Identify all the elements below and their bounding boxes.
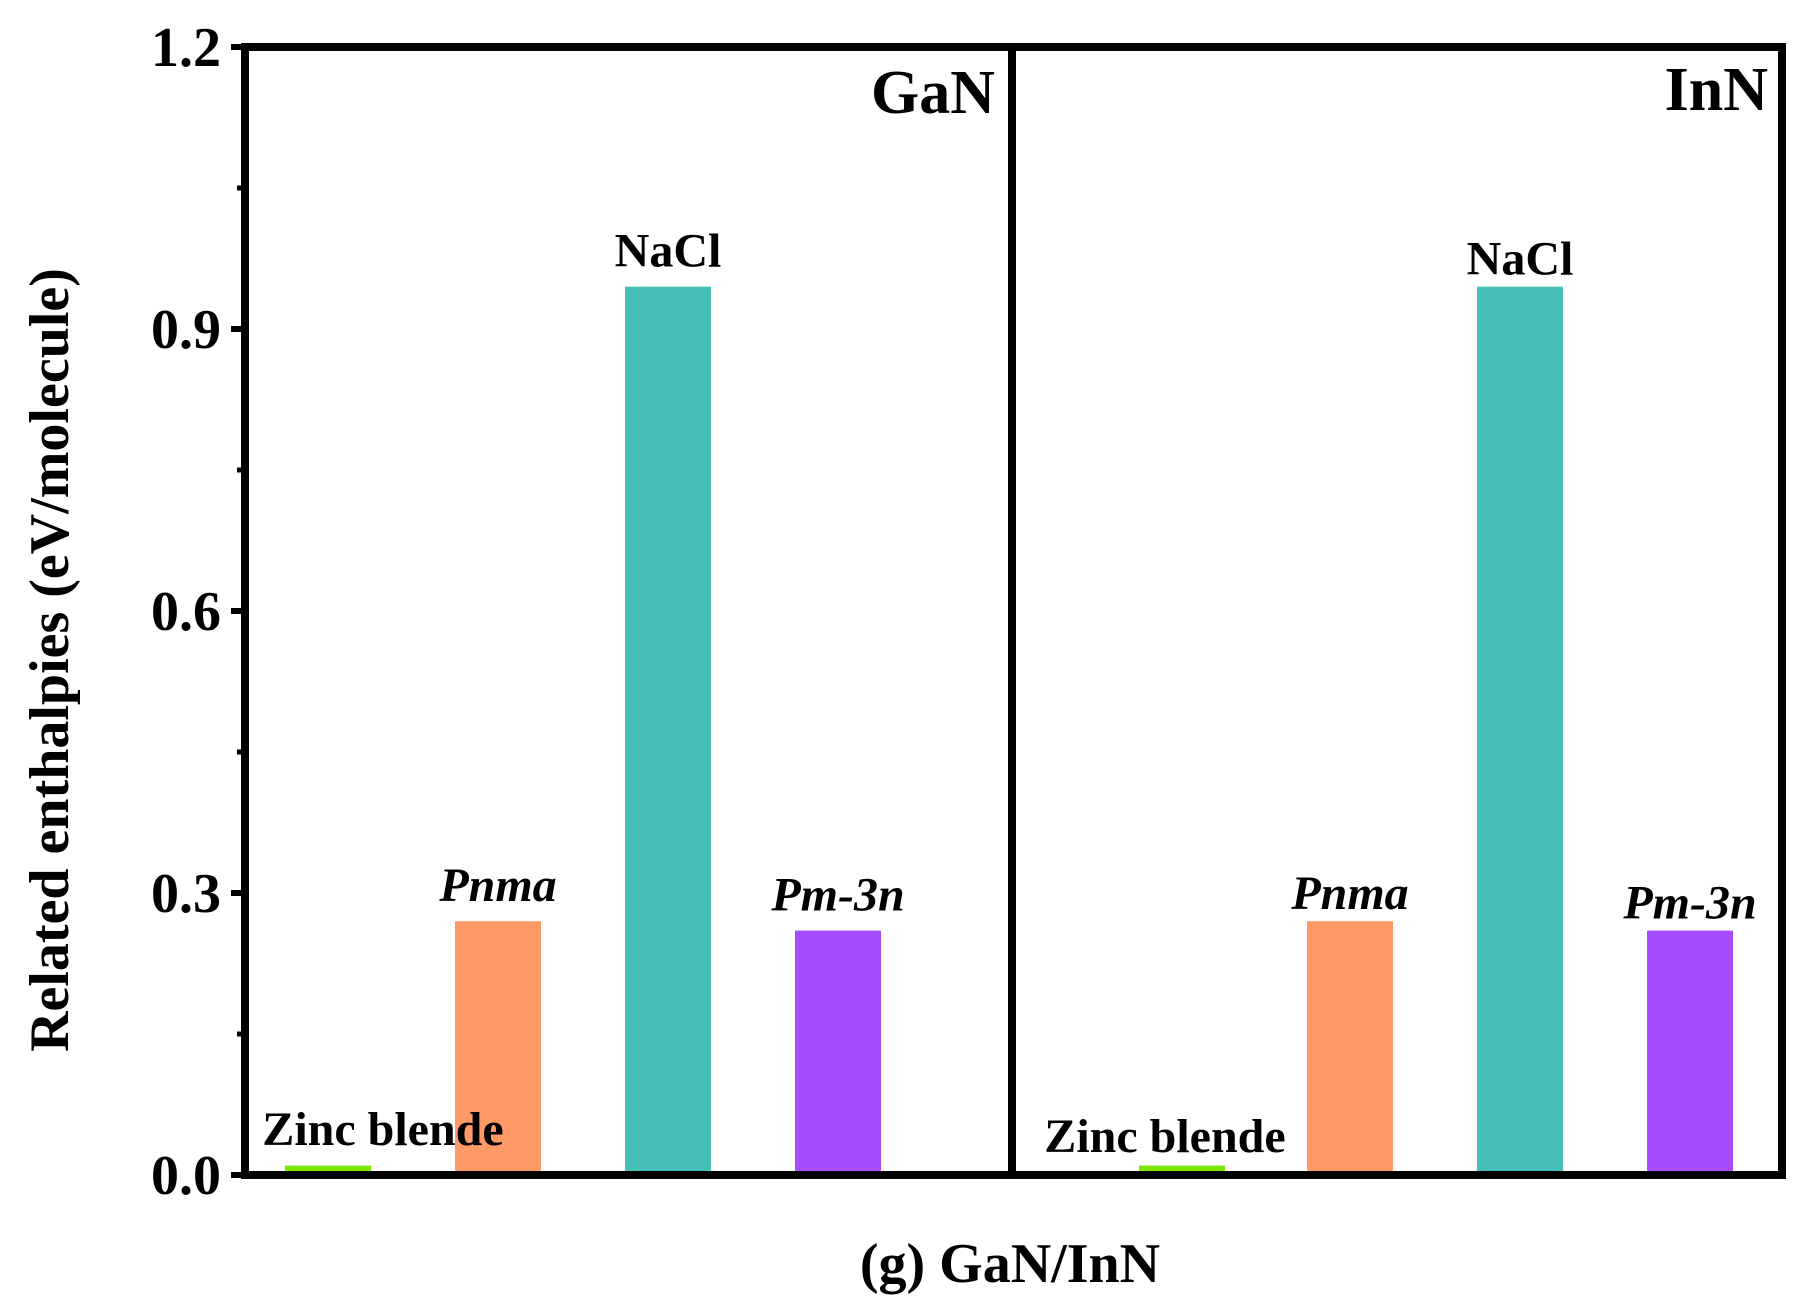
bar-label-inn-nacl: NaCl bbox=[1467, 233, 1574, 286]
bar-gan-zinc-blende bbox=[285, 1165, 371, 1175]
bars-layer bbox=[285, 286, 1733, 1175]
bar-gan-pm-3n bbox=[795, 930, 881, 1175]
y-tick-label: 1.2 bbox=[151, 17, 221, 79]
bar-labels: Zinc blende Pnma NaCl Pm-3n Zinc blende Pnma N… bbox=[262, 225, 1756, 1163]
y-tick-label: 0.3 bbox=[151, 863, 221, 925]
bar-inn-pnma bbox=[1307, 921, 1393, 1175]
bar-gan-pnma bbox=[455, 921, 541, 1175]
y-axis-label: Related enthalpies (eV/molecule) bbox=[19, 268, 81, 1052]
bar-label-gan-zinc-blende: Zinc blende bbox=[262, 1103, 503, 1156]
bar-label-gan-pnma: Pnma bbox=[438, 859, 556, 912]
y-tick-label: 0.6 bbox=[151, 581, 221, 643]
bar-label-gan-pm-3n: Pm-3n bbox=[770, 869, 904, 922]
bar-gan-nacl bbox=[625, 286, 711, 1175]
y-axis-ticks: 0.0 0.3 0.6 0.9 1.2 bbox=[151, 17, 245, 1207]
bar-label-inn-pnma: Pnma bbox=[1290, 867, 1408, 920]
panel-title-gan: GaN bbox=[871, 59, 995, 127]
bar-inn-zinc-blende bbox=[1139, 1165, 1225, 1175]
y-tick-label: 0.0 bbox=[151, 1145, 221, 1207]
bar-label-inn-zinc-blende: Zinc blende bbox=[1044, 1110, 1285, 1163]
y-tick-label: 0.9 bbox=[151, 299, 221, 361]
panel-title-inn: InN bbox=[1665, 56, 1768, 124]
bar-inn-nacl bbox=[1477, 286, 1563, 1175]
bar-inn-pm-3n bbox=[1647, 930, 1733, 1175]
bar-label-inn-pm-3n: Pm-3n bbox=[1622, 877, 1756, 930]
x-axis-label: (g) GaN/InN bbox=[860, 1233, 1160, 1295]
bar-label-gan-nacl: NaCl bbox=[615, 225, 722, 278]
